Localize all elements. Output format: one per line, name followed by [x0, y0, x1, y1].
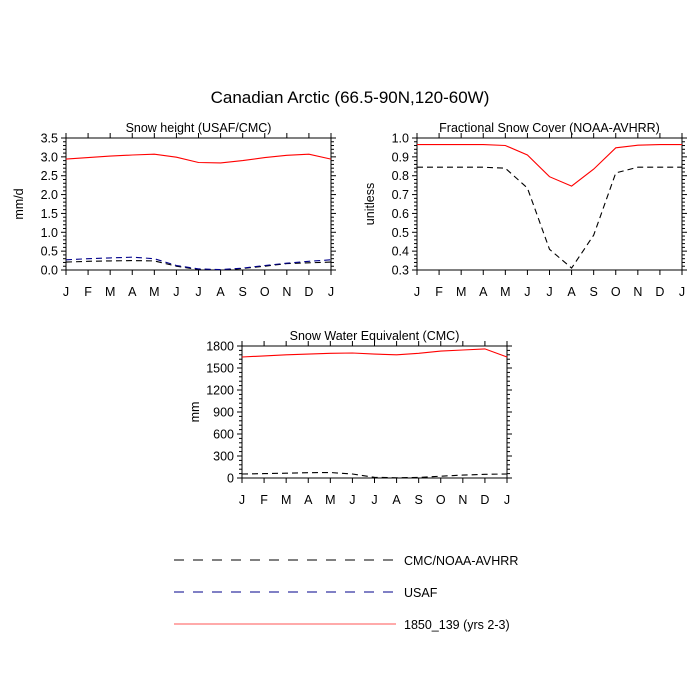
y-tick-label: 2.0: [41, 188, 58, 202]
plot-frame: [241, 345, 508, 479]
x-tick-label: M: [149, 285, 159, 299]
y-tick-label: 0.7: [392, 188, 409, 202]
series-line-cmc-noaa-avhrr: [241, 471, 508, 479]
panel-title: Fractional Snow Cover (NOAA-AVHRR): [439, 121, 660, 135]
x-tick-label: D: [480, 493, 489, 507]
y-tick-label: 0: [227, 472, 234, 486]
x-tick-label: J: [173, 285, 179, 299]
x-tick-label: M: [105, 285, 115, 299]
y-tick-label: 0.5: [41, 245, 58, 259]
y-tick-label: 900: [213, 406, 234, 420]
y-tick-label: 0.8: [392, 169, 409, 183]
x-tick-label: D: [655, 285, 664, 299]
y-axis-label: mm/d: [12, 188, 26, 219]
x-tick-label: M: [281, 493, 291, 507]
x-tick-label: J: [63, 285, 69, 299]
y-tick-label: 1200: [206, 384, 234, 398]
x-tick-label: J: [504, 493, 510, 507]
y-tick-label: 1800: [206, 340, 234, 354]
x-tick-label: J: [546, 285, 552, 299]
y-tick-label: 0.6: [392, 207, 409, 221]
x-tick-label: M: [456, 285, 466, 299]
y-tick-label: 3.5: [41, 132, 58, 146]
series-line-1850-139-yrs-2-3: [241, 348, 508, 358]
x-tick-label: F: [84, 285, 92, 299]
x-tick-label: O: [436, 493, 446, 507]
legend-label: CMC/NOAA-AVHRR: [404, 554, 518, 568]
series-line-1850-139-yrs-2-3: [65, 153, 332, 164]
legend-item: 1850_139 (yrs 2-3): [174, 618, 510, 632]
x-tick-label: J: [349, 493, 355, 507]
x-tick-label: S: [414, 493, 422, 507]
y-tick-label: 1500: [206, 362, 234, 376]
x-tick-label: F: [435, 285, 443, 299]
panel-title: Snow height (USAF/CMC): [126, 121, 272, 135]
chart-panel-3: Snow Water Equivalent (CMC) mm 0 300 600 900 1…: [188, 329, 512, 507]
panel-title: Snow Water Equivalent (CMC): [290, 329, 460, 343]
y-tick-label: 0.4: [392, 245, 409, 259]
x-tick-label: J: [328, 285, 334, 299]
y-tick-label: 0.9: [392, 150, 409, 164]
y-tick-label: 1.0: [392, 132, 409, 146]
x-tick-label: A: [567, 285, 576, 299]
x-tick-label: O: [611, 285, 621, 299]
x-tick-label: F: [260, 493, 268, 507]
x-tick-label: J: [414, 285, 420, 299]
x-tick-label: J: [371, 493, 377, 507]
series-line-usaf: [65, 256, 332, 271]
x-tick-label: J: [239, 493, 245, 507]
y-tick-label: 3.0: [41, 150, 58, 164]
legend-label: USAF: [404, 586, 438, 600]
x-tick-label: J: [679, 285, 685, 299]
chart-panel-2: Fractional Snow Cover (NOAA-AVHRR) unitle…: [363, 121, 687, 299]
plot-frame: [65, 137, 332, 271]
y-tick-label: 300: [213, 450, 234, 464]
y-tick-label: 2.5: [41, 169, 58, 183]
figure-title: Canadian Arctic (66.5-90N,120-60W): [211, 88, 490, 107]
x-tick-label: S: [589, 285, 597, 299]
x-tick-label: A: [216, 285, 225, 299]
legend-item: CMC/NOAA-AVHRR: [174, 554, 518, 568]
y-axis-label: mm: [188, 402, 202, 423]
x-tick-label: A: [304, 493, 313, 507]
chart-panel-1: Snow height (USAF/CMC) mm/d 0.0 0.5 1.0 1.5 2.…: [12, 121, 336, 299]
legend-item: USAF: [174, 586, 438, 600]
x-tick-label: J: [524, 285, 530, 299]
x-tick-label: D: [304, 285, 313, 299]
x-tick-label: A: [479, 285, 488, 299]
x-tick-label: N: [458, 493, 467, 507]
series-line-cmc-noaa-avhrr: [417, 166, 682, 269]
y-axis-label: unitless: [363, 183, 377, 225]
series-line-1850-139-yrs-2-3: [417, 144, 682, 187]
x-tick-label: J: [195, 285, 201, 299]
y-tick-label: 0.5: [392, 226, 409, 240]
y-tick-label: 1.0: [41, 226, 58, 240]
y-tick-label: 0.3: [392, 264, 409, 278]
y-tick-label: 600: [213, 428, 234, 442]
legend: CMC/NOAA-AVHRR USAF 1850_139 (yrs 2-3): [174, 554, 518, 632]
x-tick-label: A: [392, 493, 401, 507]
x-tick-label: M: [500, 285, 510, 299]
x-tick-label: M: [325, 493, 335, 507]
x-tick-label: N: [282, 285, 291, 299]
y-tick-label: 0.0: [41, 264, 58, 278]
plot-frame: [416, 137, 683, 271]
x-tick-label: O: [260, 285, 270, 299]
chart-panels: Snow height (USAF/CMC) mm/d 0.0 0.5 1.0 1.5 2.…: [12, 121, 687, 507]
x-tick-label: S: [238, 285, 246, 299]
y-tick-label: 1.5: [41, 207, 58, 221]
legend-label: 1850_139 (yrs 2-3): [404, 618, 510, 632]
x-tick-label: A: [128, 285, 137, 299]
x-tick-label: N: [633, 285, 642, 299]
